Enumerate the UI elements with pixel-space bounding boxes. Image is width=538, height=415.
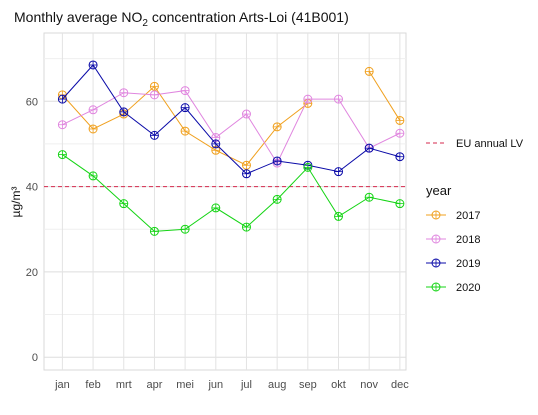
x-tick-label: apr [146,379,162,391]
x-tick-label: jan [54,379,70,391]
x-tick-label: jun [207,379,223,391]
chart-title: Monthly average NO2 concentration Arts-L… [14,9,349,29]
legend-item-2019: 2019 [426,258,480,270]
series-2019 [57,60,405,179]
series-line [62,64,400,175]
x-tick-label: jul [240,379,252,391]
legend-label-reference: EU annual LV [456,138,524,150]
y-axis-ticks: 0 20 40 60 [26,96,38,364]
y-tick-label: 60 [26,96,38,108]
legend-item-2020: 2020 [426,282,480,294]
x-tick-label: dec [391,379,409,391]
series-2020 [57,150,405,236]
x-axis-ticks: jan feb mrt apr mei jun jul aug sep okt nov dec [54,379,409,391]
legend-label: 2019 [456,258,480,270]
x-tick-label: nov [360,379,378,391]
legend-item-reference: EU annual LV [426,138,524,150]
y-tick-label: 0 [32,352,38,364]
legend-label: 2020 [456,282,480,294]
y-tick-label: 20 [26,267,38,279]
y-tick-label: 40 [26,182,38,194]
legend-item-2018: 2018 [426,234,480,246]
x-tick-label: mei [176,379,194,391]
legend-title: year [426,183,452,198]
x-tick-label: sep [299,379,317,391]
legend-label: 2018 [456,234,480,246]
x-tick-label: okt [331,379,346,391]
plot-panel [43,32,407,371]
x-tick-label: feb [85,379,100,391]
series-layer [57,60,405,236]
x-tick-label: aug [268,379,286,391]
panel-border [43,32,407,371]
legend: EU annual LV year 2017 2018 2019 2020 [426,138,524,294]
series-line [62,154,400,232]
series-line [368,71,401,121]
legend-item-2017: 2017 [426,210,480,222]
x-tick-label: mrt [116,379,132,391]
series-line [62,90,401,165]
y-axis-label: µg/m³ [9,187,23,218]
legend-label: 2017 [456,210,480,222]
